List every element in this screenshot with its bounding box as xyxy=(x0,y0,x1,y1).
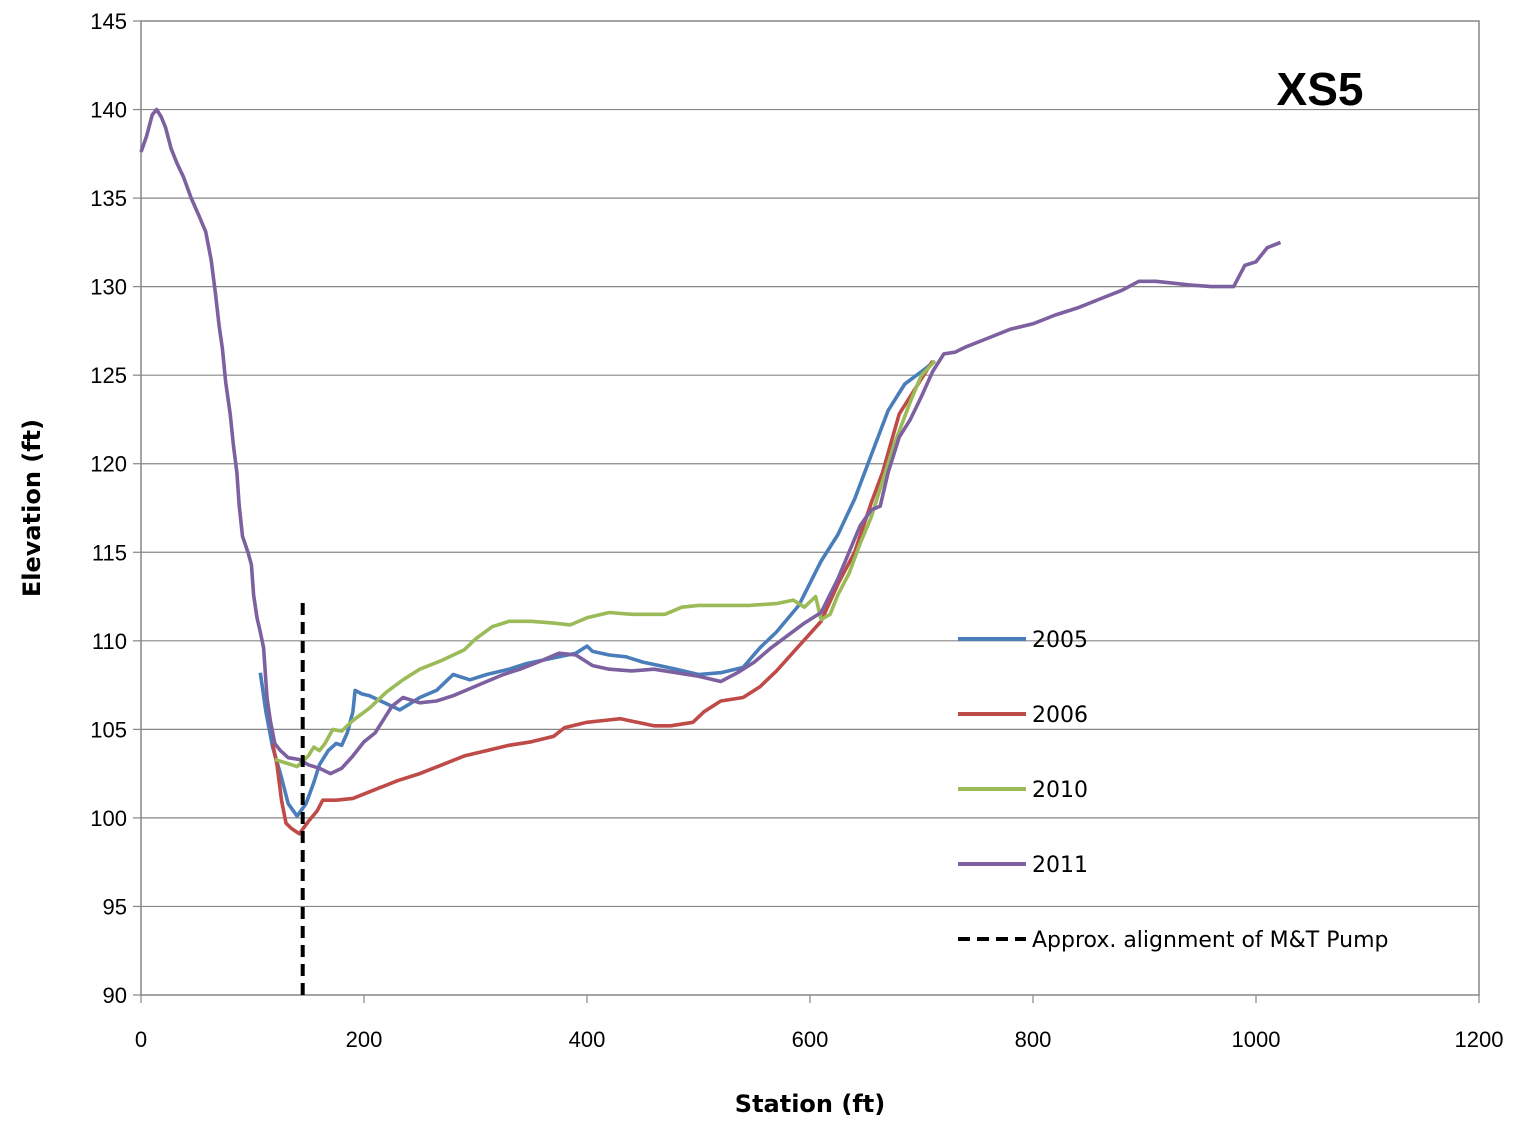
y-tick-label: 115 xyxy=(92,540,127,565)
x-tick-label: 1000 xyxy=(1232,1027,1281,1052)
x-tick-label: 1200 xyxy=(1455,1027,1504,1052)
chart-title: XS5 xyxy=(1277,63,1364,115)
x-tick-label: 400 xyxy=(569,1027,606,1052)
legend-label-0: 2005 xyxy=(1032,628,1088,653)
series-line-3 xyxy=(139,107,1282,776)
y-tick-label: 140 xyxy=(90,98,127,123)
series-layer xyxy=(139,107,1282,995)
legend-label-1: 2006 xyxy=(1032,703,1088,728)
y-tick-label: 130 xyxy=(90,275,127,300)
plot-area xyxy=(140,20,1480,996)
y-tick-label: 100 xyxy=(90,806,127,831)
y-tick-label: 95 xyxy=(103,894,127,919)
x-tick-label: 0 xyxy=(135,1027,147,1052)
y-tick-label: 145 xyxy=(90,9,127,34)
legend: 2005 2006 2010 2011 Approx. alignment of M&T… xyxy=(958,628,1388,953)
y-tick-label: 105 xyxy=(90,717,127,742)
y-tick-label: 90 xyxy=(103,983,127,1008)
series-line-0 xyxy=(258,359,937,818)
y-axis-title: Elevation (ft) xyxy=(18,419,46,597)
x-tick-label: 800 xyxy=(1015,1027,1052,1052)
x-tick-label: 600 xyxy=(792,1027,829,1052)
y-tick-label: 120 xyxy=(90,452,127,477)
legend-label-2: 2010 xyxy=(1032,778,1088,803)
x-axis-ticks: 0 200 400 600 800 1000 1200 xyxy=(135,995,1504,1052)
y-tick-label: 135 xyxy=(90,186,127,211)
series-line-2 xyxy=(274,359,937,769)
series-line-1 xyxy=(270,360,935,836)
y-tick-label: 125 xyxy=(90,363,127,388)
gridlines xyxy=(141,108,1479,908)
x-tick-label: 200 xyxy=(346,1027,383,1052)
x-axis-title: Station (ft) xyxy=(735,1090,885,1118)
legend-label-4: Approx. alignment of M&T Pump xyxy=(1032,928,1388,953)
legend-label-3: 2011 xyxy=(1032,853,1088,878)
y-tick-label: 110 xyxy=(92,629,127,654)
y-axis-ticks: 90 95 100 105 110 115 120 125 130 135 140 145 xyxy=(90,9,141,1008)
